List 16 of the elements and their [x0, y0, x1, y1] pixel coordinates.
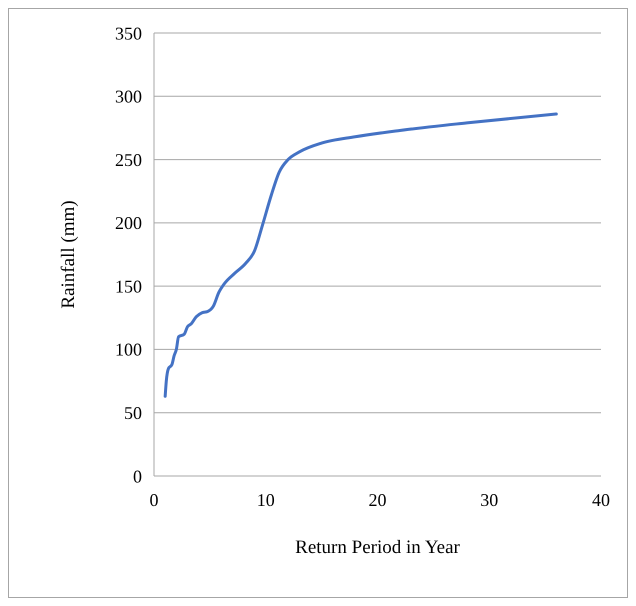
y-tick-label: 300 [115, 86, 142, 107]
x-tick-label: 30 [480, 490, 498, 510]
y-axis-title: Rainfall (mm) [58, 200, 79, 309]
y-tick-label: 50 [124, 403, 142, 424]
x-tick-label: 10 [256, 490, 275, 510]
x-axis-title: Return Period in Year [295, 537, 460, 558]
x-tick-label: 0 [150, 490, 158, 510]
y-tick-label: 200 [115, 213, 142, 234]
x-tick-label: 40 [592, 490, 610, 510]
line-series [164, 112, 558, 398]
y-tick-label: 350 [115, 23, 142, 44]
x-tick-label: 20 [368, 490, 386, 510]
y-tick-label: 0 [133, 466, 142, 486]
y-tick-label: 150 [115, 276, 142, 296]
y-tick-label: 100 [115, 340, 142, 360]
y-tick-label: 250 [115, 150, 142, 170]
